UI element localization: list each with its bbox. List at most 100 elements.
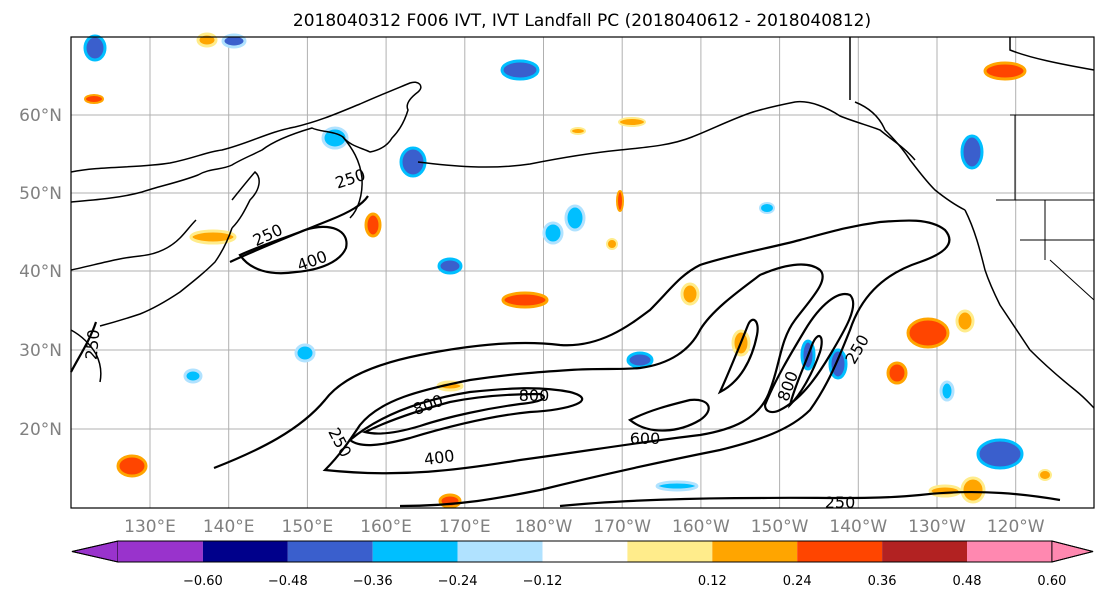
neg-blob: [626, 351, 654, 369]
map-frame: [70, 36, 1095, 509]
colorbar-tick-labels: −0.60 −0.48 −0.36 −0.24 −0.12 0.12 0.24 0.36 0.4…: [183, 574, 1066, 589]
lon-label: 180°W: [515, 517, 573, 537]
pos-blob: [955, 309, 975, 333]
colorbar-segment: [372, 541, 458, 562]
lon-label: 130°W: [908, 517, 966, 537]
neg-blob: [221, 33, 247, 49]
neg-blob: [399, 146, 427, 178]
colorbar-tick-label: 0.60: [1037, 574, 1066, 589]
colorbar-tick-label: 0.24: [783, 574, 812, 589]
neg-blob: [500, 59, 540, 81]
lat-label: 20°N: [19, 420, 62, 440]
contour-600-mid: [627, 398, 710, 432]
lon-label: 130°E: [124, 517, 176, 537]
colorbar-segment: [202, 541, 288, 562]
map-panel: 250 250 250 400 400 800 800 600 800 250 …: [70, 32, 1095, 512]
colorbar-tick-label: −0.60: [183, 574, 223, 589]
neg-blob: [183, 368, 203, 384]
map-title: 2018040312 F006 IVT, IVT Landfall PC (20…: [293, 11, 871, 31]
pos-blob: [960, 476, 986, 504]
colorbar-segment: [457, 541, 543, 562]
colorbar-tick-label: −0.24: [438, 574, 478, 589]
coastline-hokkaido: [231, 170, 260, 229]
colorbar-segment: [287, 541, 373, 562]
contour-label: 250: [825, 493, 856, 512]
coastline-china: [70, 329, 102, 383]
colorbar: [71, 540, 1094, 563]
neg-blob: [960, 134, 984, 170]
contour-800-west: [361, 392, 546, 435]
contour-label: 250: [82, 328, 104, 360]
pos-blob: [606, 238, 618, 250]
colorbar-tick-label: 0.48: [953, 574, 982, 589]
lon-label: 140°W: [829, 517, 887, 537]
pos-blob: [196, 32, 218, 48]
lat-label: 40°N: [19, 262, 62, 282]
lon-label: 170°W: [593, 517, 651, 537]
contour-400-main: [322, 263, 824, 475]
lat-label: 30°N: [19, 341, 62, 361]
map-background: [71, 37, 1094, 508]
contour-600-west: [348, 387, 584, 447]
contour-400-asia: [238, 225, 348, 275]
colorbar-extend-low: [71, 540, 119, 563]
coastline-aleutians-alaska: [417, 100, 916, 168]
pos-blob: [680, 282, 700, 306]
contour-600-east: [763, 292, 855, 414]
neg-blob: [828, 348, 848, 380]
pos-blob: [983, 61, 1027, 81]
colorbar-segment: [797, 541, 883, 562]
contour-250-south: [559, 490, 1061, 508]
contour-label: 400: [423, 446, 456, 469]
contour-250-asia: [229, 195, 369, 263]
contour-250-west: [70, 321, 98, 373]
pos-blob: [570, 127, 586, 135]
lon-label: 160°E: [360, 517, 412, 537]
pos-blob: [116, 454, 148, 478]
coastline-korea: [70, 219, 197, 271]
colorbar-segment: [967, 541, 1052, 562]
lon-label: 150°E: [282, 517, 334, 537]
colorbar-tick-label: −0.48: [268, 574, 308, 589]
colorbar-segment: [542, 541, 628, 562]
colorbar-tick-label: −0.12: [523, 574, 563, 589]
pos-blob: [501, 291, 549, 309]
ivt-contours: [70, 195, 1061, 508]
pos-blob: [189, 229, 237, 245]
colorbar-segment: [118, 541, 203, 562]
pos-blob: [364, 212, 382, 238]
lat-label: 50°N: [19, 184, 62, 204]
neg-blob: [321, 126, 349, 150]
colorbar-outline: [71, 540, 1094, 563]
colorbar-segment: [882, 541, 967, 562]
contour-600-east-small: [717, 318, 759, 395]
neg-blob: [759, 202, 775, 214]
longitude-labels: 130°E 140°E 150°E 160°E 170°E 180°W 170°W 160°W…: [124, 517, 1045, 537]
contour-label: 800: [519, 386, 550, 405]
pos-blob: [616, 190, 624, 212]
pos-blob: [906, 317, 950, 349]
lon-label: 120°W: [987, 517, 1045, 537]
colorbar-segment: [627, 541, 713, 562]
colorbar-segment: [712, 541, 798, 562]
colorbar-tick-label: −0.36: [353, 574, 393, 589]
lon-label: 160°W: [672, 517, 730, 537]
coastline-north-america: [964, 209, 1095, 409]
pos-blob: [886, 361, 908, 385]
pos-blob: [1038, 469, 1052, 481]
coastline-asia: [70, 81, 422, 203]
neg-blob: [564, 204, 586, 232]
boundary-states: [996, 114, 1095, 301]
contour-800-east: [787, 335, 823, 409]
contour-label: 600: [630, 429, 661, 448]
neg-blob: [655, 480, 699, 492]
colorbar-tick-label: 0.36: [868, 574, 897, 589]
lat-label: 60°N: [19, 106, 62, 126]
pos-blob: [618, 117, 646, 127]
coastline-kamchatka: [342, 136, 363, 219]
latitude-labels: 60°N 50°N 40°N 30°N 20°N: [19, 106, 62, 440]
neg-blob: [542, 221, 564, 245]
neg-blob: [437, 257, 463, 275]
lon-label: 170°E: [439, 517, 491, 537]
